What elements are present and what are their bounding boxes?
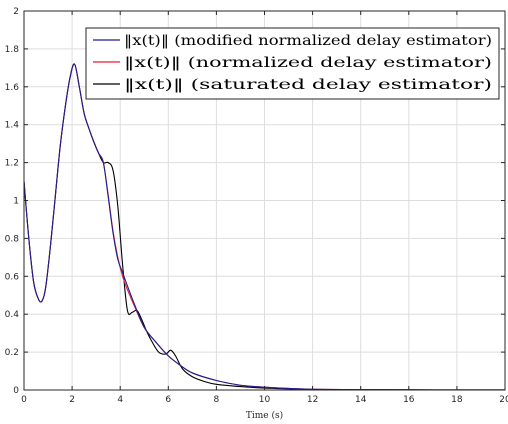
series-line-1 <box>23 63 506 391</box>
x-tick-label: 4 <box>117 395 123 405</box>
y-tick-label: 0.8 <box>5 234 20 244</box>
y-tick-label: 1.4 <box>5 121 20 131</box>
legend-box <box>85 27 500 100</box>
x-tick-label: 12 <box>307 395 318 405</box>
legend-entry: ‖x(t)‖ (modified normalized delay estima… <box>124 33 492 49</box>
x-tick-label: 14 <box>355 395 367 405</box>
tick-labels: 0 2 4 6 8 10 12 14 16 18 20 0 0.2 0.4 0.6 0.8 1 1.2 1.4 1.6… <box>5 7 508 405</box>
y-tick-label: 1.6 <box>5 83 20 93</box>
x-axis-label: Time (s) <box>246 410 283 421</box>
y-tick-label: 0 <box>13 386 19 396</box>
x-tick-label: 18 <box>451 395 463 405</box>
legend-entry: ‖x(t)‖ (saturated delay estimator) <box>124 77 492 93</box>
x-tick-label: 0 <box>21 395 27 405</box>
x-tick-label: 20 <box>499 395 508 405</box>
series-lines <box>23 63 506 391</box>
x-tick-label: 6 <box>165 395 171 405</box>
y-tick-label: 1.2 <box>5 159 19 169</box>
x-tick-label: 2 <box>69 395 75 405</box>
x-tick-label: 16 <box>403 395 415 405</box>
x-tick-label: 10 <box>259 395 271 405</box>
y-tick-label: 0.4 <box>5 310 20 320</box>
y-tick-label: 1 <box>13 197 19 207</box>
y-tick-label: 2 <box>13 7 19 17</box>
x-tick-label: 8 <box>214 395 220 405</box>
y-tick-label: 1.8 <box>5 45 20 55</box>
y-tick-label: 0.6 <box>5 272 20 282</box>
legend-entry: ‖x(t)‖ (normalized delay estimator) <box>124 55 492 71</box>
legend: ‖x(t)‖ (modified normalized delay estima… <box>85 27 500 100</box>
y-tick-label: 0.2 <box>5 348 19 358</box>
